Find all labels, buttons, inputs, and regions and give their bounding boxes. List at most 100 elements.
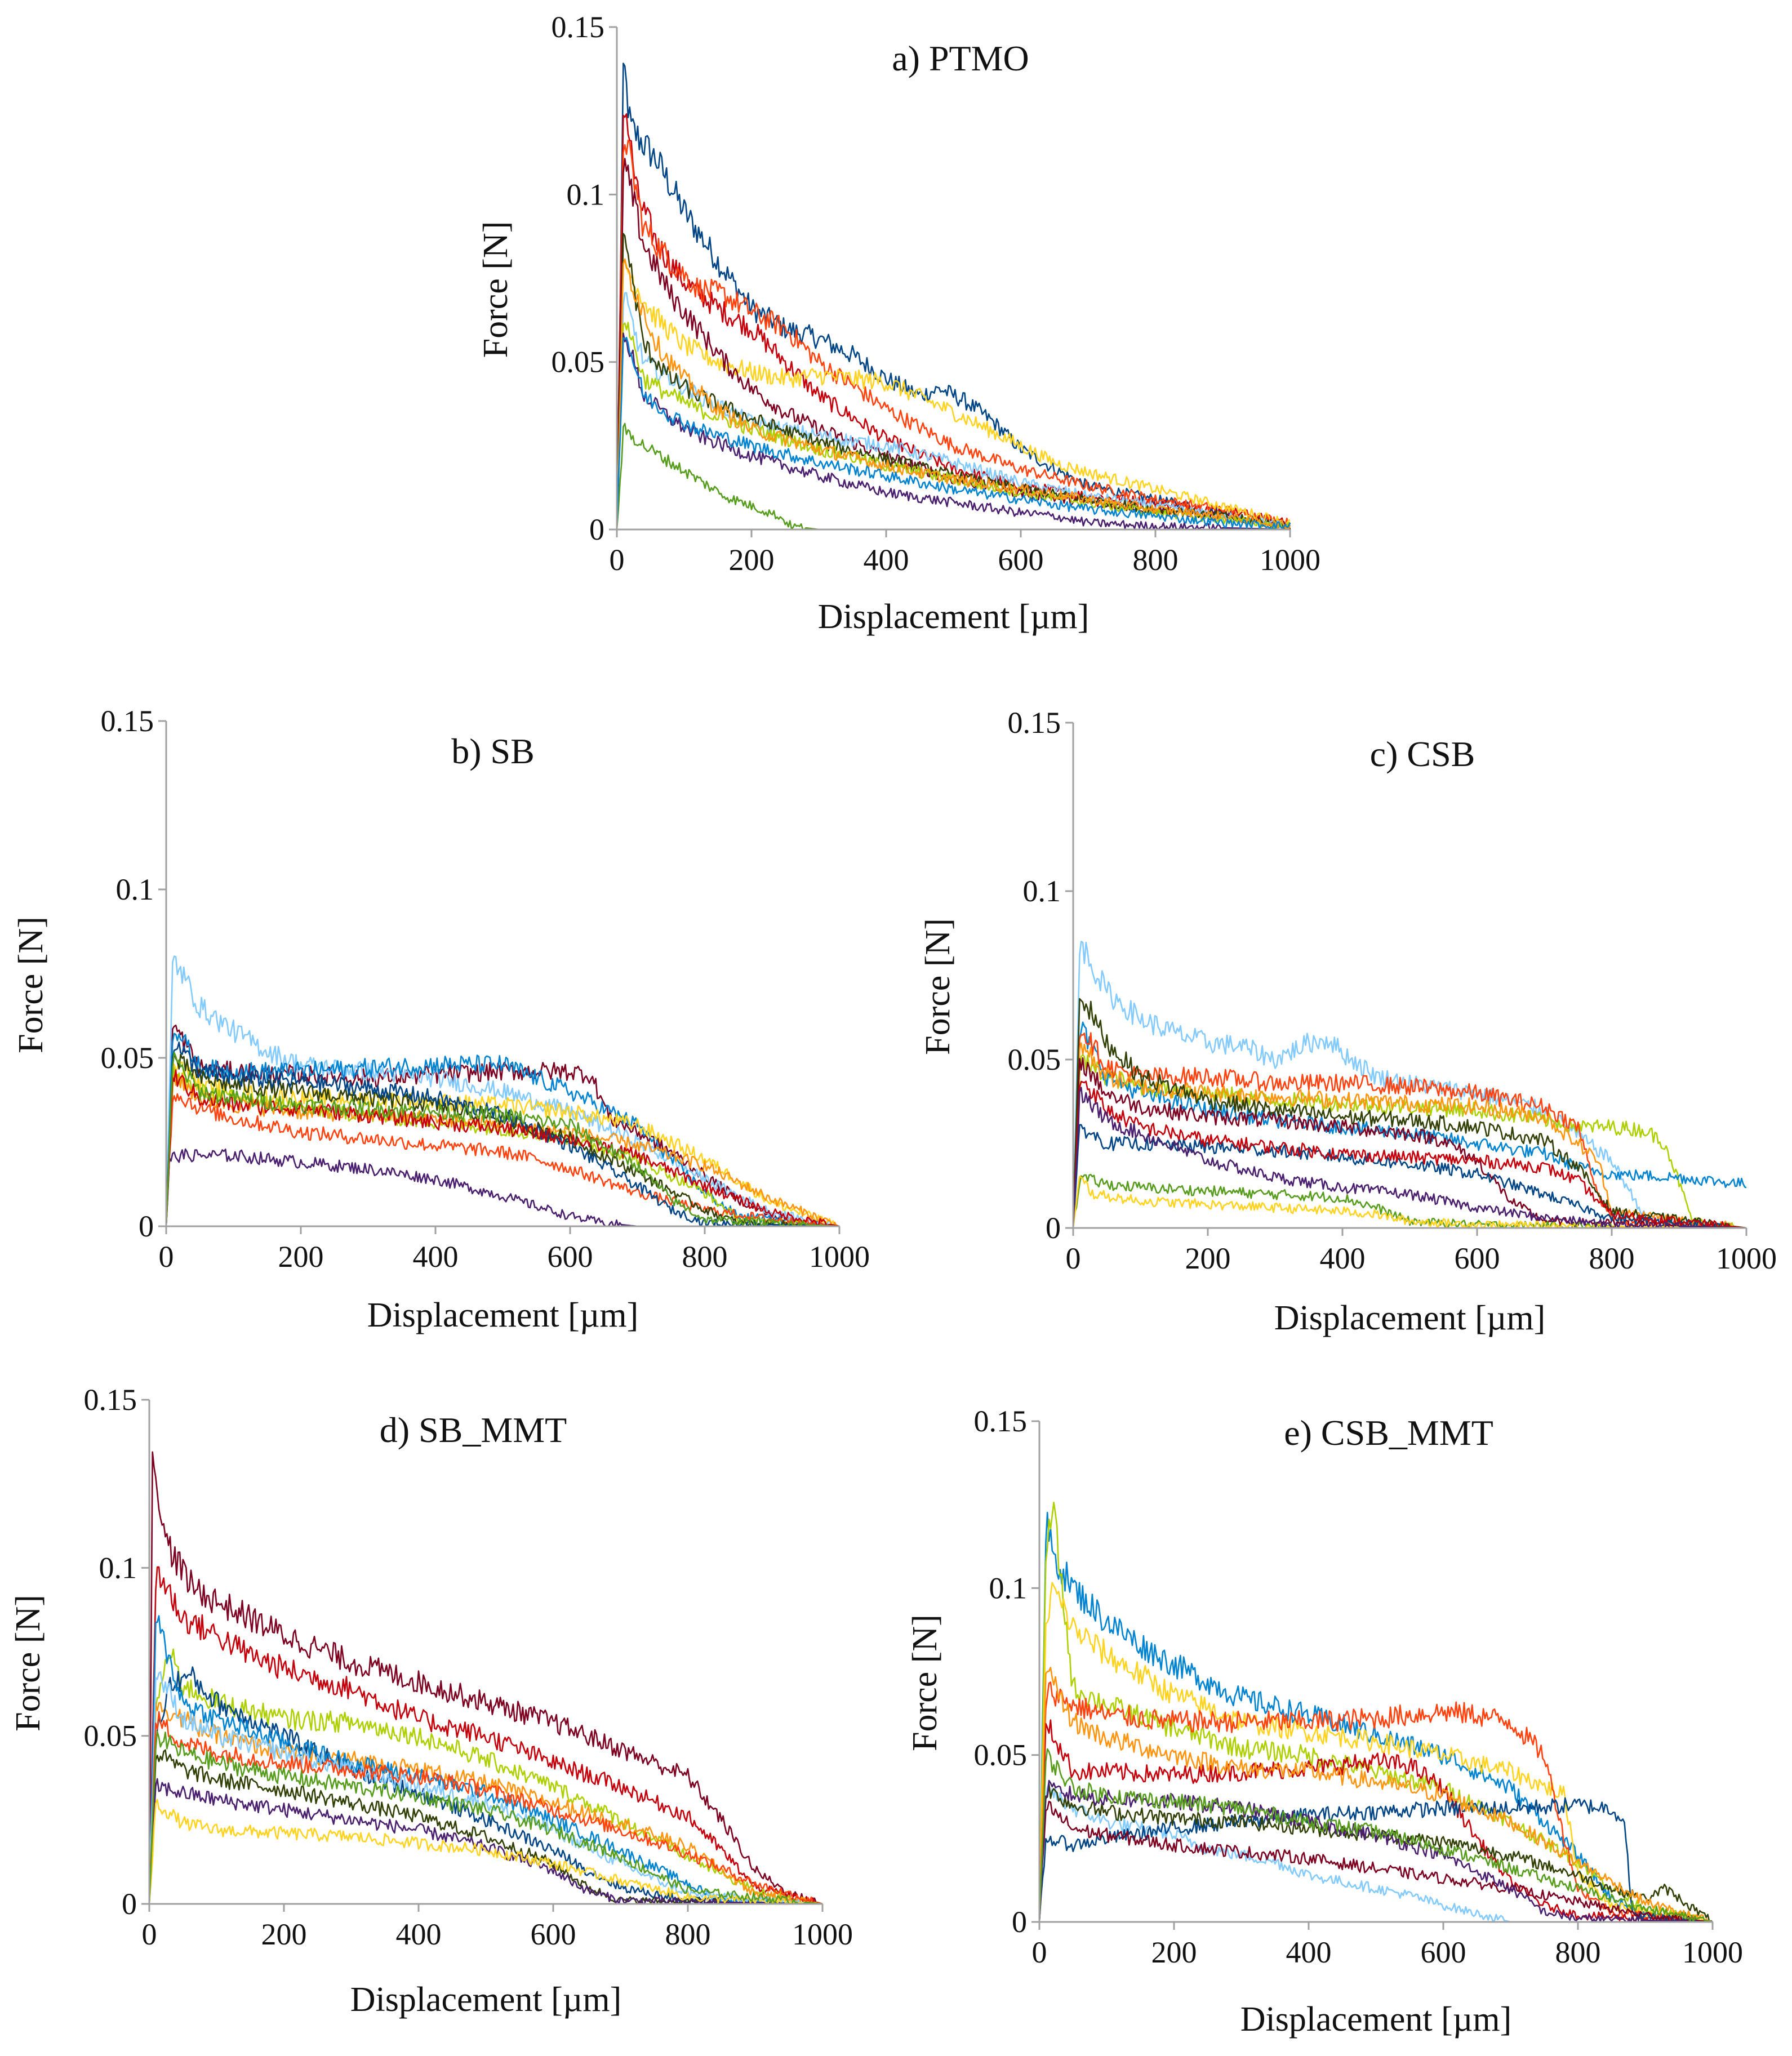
y-axis-label: Force [N] — [477, 221, 515, 358]
panel-c: 0 200 400 600 800 1000 0 0.05 0.1 0.15 c) CSB Displ… — [919, 706, 1777, 1337]
chart-title: c) CSB — [1370, 734, 1475, 774]
x-axis-label: Displacement [µm] — [367, 1296, 639, 1334]
x-tick-label: 600 — [548, 1240, 593, 1274]
x-tick-label: 800 — [665, 1917, 711, 1951]
series-line-s3 — [1072, 1021, 1747, 1229]
y-tick-label: 0 — [122, 1887, 137, 1921]
series-group — [148, 1451, 823, 1905]
y-tick-label: 0.05 — [1008, 1043, 1061, 1076]
y-tick-label: 0.15 — [84, 1383, 137, 1417]
x-tick-label: 400 — [396, 1917, 442, 1951]
y-tick-label: 0.15 — [974, 1404, 1028, 1438]
series-line-s7 — [1038, 1797, 1713, 1923]
series-group — [165, 955, 840, 1227]
series-line-s1 — [148, 1451, 823, 1905]
y-tick-label: 0 — [139, 1209, 154, 1243]
x-tick-label: 200 — [1151, 1935, 1197, 1969]
y-tick-label: 0.1 — [99, 1551, 137, 1585]
panel-a: 0 200 400 600 800 1000 0 0.05 0.1 0.15 a) PTMO Disp… — [477, 10, 1320, 636]
series-line-s3 — [165, 1033, 840, 1227]
x-tick-label: 400 — [413, 1240, 459, 1274]
chart-title: b) SB — [451, 731, 535, 771]
x-tick-label: 800 — [1555, 1935, 1601, 1969]
series-group — [1038, 1502, 1713, 1923]
y-tick-label: 0.05 — [101, 1041, 154, 1075]
x-tick-label: 400 — [1320, 1241, 1366, 1275]
series-line-s11 — [165, 1069, 840, 1227]
x-tick-label: 600 — [1421, 1935, 1466, 1969]
x-tick-label: 1000 — [792, 1917, 853, 1951]
series-line-s10 — [1038, 1800, 1713, 1923]
series-line-s6 — [165, 1093, 840, 1227]
x-tick-label: 200 — [729, 543, 775, 577]
x-tick-label: 200 — [1185, 1241, 1231, 1275]
y-tick-label: 0.1 — [989, 1571, 1028, 1605]
y-tick-label: 0.05 — [974, 1738, 1028, 1772]
series-line-s8 — [1038, 1783, 1713, 1923]
series-line-s9 — [1038, 1667, 1713, 1923]
x-tick-label: 1000 — [1682, 1935, 1743, 1969]
y-axis-label: Force [N] — [12, 916, 50, 1053]
x-axis-label: Displacement [µm] — [1274, 1299, 1546, 1337]
series-line-s5 — [1072, 1042, 1747, 1229]
series-line-s11 — [148, 1799, 823, 1905]
series-group — [1072, 941, 1747, 1229]
series-group — [616, 63, 1291, 531]
y-axis-label: Force [N] — [906, 1614, 944, 1751]
y-tick-label: 0 — [589, 513, 604, 546]
series-line-s1 — [1072, 941, 1747, 1229]
series-line-s3 — [1038, 1582, 1713, 1923]
series-line-s12 — [148, 1730, 823, 1905]
series-line-s6 — [148, 1615, 823, 1905]
x-tick-label: 600 — [1455, 1241, 1500, 1275]
x-tick-label: 0 — [159, 1240, 174, 1274]
x-tick-label: 800 — [1133, 543, 1179, 577]
series-line-s1 — [616, 63, 1291, 531]
series-line-s9 — [1072, 1080, 1747, 1229]
panel-b: 0 200 400 600 800 1000 0 0.05 0.1 0.15 b) SB Displa… — [12, 704, 870, 1334]
x-axis-label: Displacement [µm] — [818, 598, 1090, 636]
chart-title: a) PTMO — [892, 38, 1029, 78]
x-tick-label: 800 — [1589, 1241, 1635, 1275]
y-axis-label: Force [N] — [919, 918, 957, 1055]
y-tick-label: 0 — [1046, 1211, 1061, 1245]
series-line-s3 — [616, 140, 1291, 530]
series-line-s4 — [1038, 1681, 1713, 1923]
panel-d: 0 200 400 600 800 1000 0 0.05 0.1 0.15 d) SB_MMT Di… — [9, 1383, 853, 2019]
y-tick-label: 0.05 — [552, 345, 605, 379]
x-tick-label: 1000 — [809, 1240, 870, 1274]
series-line-s12 — [165, 1052, 840, 1227]
panel-e: 0 200 400 600 800 1000 0 0.05 0.1 0.15 e) CSB_MMT D… — [906, 1404, 1743, 2039]
x-tick-label: 1000 — [1260, 543, 1320, 577]
series-line-s11 — [616, 258, 1291, 530]
y-tick-label: 0 — [1012, 1905, 1027, 1939]
y-tick-label: 0.15 — [1008, 706, 1061, 740]
chart-title: d) SB_MMT — [380, 1410, 567, 1450]
series-line-s12 — [1038, 1748, 1713, 1923]
y-tick-label: 0.1 — [567, 177, 605, 211]
x-tick-label: 200 — [278, 1240, 324, 1274]
series-line-s6 — [1038, 1781, 1713, 1923]
x-tick-label: 200 — [261, 1917, 307, 1951]
x-tick-label: 600 — [998, 543, 1044, 577]
series-line-s2 — [616, 113, 1291, 530]
y-tick-label: 0.15 — [101, 704, 154, 738]
x-tick-label: 0 — [142, 1917, 157, 1951]
series-line-s7 — [1072, 998, 1747, 1229]
series-line-s10 — [165, 1148, 839, 1227]
series-line-s12 — [616, 337, 1291, 530]
series-line-s2 — [165, 955, 840, 1227]
series-line-s4 — [148, 1702, 823, 1905]
chart-title: e) CSB_MMT — [1284, 1413, 1493, 1453]
x-tick-label: 800 — [682, 1240, 728, 1274]
series-line-s11 — [1038, 1779, 1713, 1923]
series-line-s2 — [1038, 1502, 1713, 1923]
series-line-s7 — [616, 233, 1291, 530]
y-tick-label: 0.1 — [1023, 874, 1061, 908]
x-tick-label: 0 — [1066, 1241, 1081, 1275]
series-line-s8 — [148, 1711, 823, 1905]
x-tick-label: 0 — [610, 543, 625, 577]
y-tick-label: 0.15 — [552, 10, 605, 44]
x-axis-label: Displacement [µm] — [350, 1981, 622, 2019]
